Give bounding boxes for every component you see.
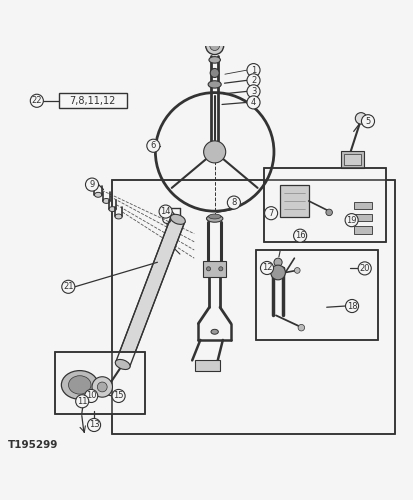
Text: 18: 18 (347, 302, 357, 310)
Bar (342, 151, 364, 168)
Text: 5: 5 (366, 116, 370, 126)
Bar (256, 250, 378, 340)
Text: 20: 20 (359, 264, 370, 273)
Ellipse shape (211, 330, 218, 334)
Ellipse shape (115, 360, 130, 370)
Circle shape (247, 74, 260, 87)
Text: 16: 16 (295, 231, 306, 240)
Circle shape (247, 96, 260, 109)
Circle shape (294, 268, 300, 274)
Text: 3: 3 (251, 87, 256, 96)
Circle shape (219, 267, 223, 271)
Bar (256, 250, 378, 340)
Circle shape (206, 267, 211, 271)
Bar (59, 94, 127, 108)
Circle shape (361, 114, 375, 128)
Circle shape (271, 265, 285, 280)
Text: 12: 12 (262, 264, 272, 272)
Circle shape (294, 229, 307, 242)
Circle shape (62, 280, 75, 293)
Circle shape (346, 300, 358, 312)
Ellipse shape (210, 68, 219, 78)
Text: 10: 10 (86, 392, 97, 400)
Ellipse shape (115, 214, 122, 219)
Text: 21: 21 (63, 282, 74, 292)
Text: 6: 6 (151, 141, 156, 150)
Circle shape (76, 394, 89, 408)
Bar (354, 214, 372, 222)
Circle shape (210, 40, 220, 50)
Circle shape (97, 382, 107, 392)
Text: T195299: T195299 (8, 440, 59, 450)
Bar (112, 180, 394, 434)
Bar (195, 360, 220, 370)
Ellipse shape (208, 80, 221, 88)
Text: 19: 19 (347, 216, 357, 224)
Text: 4: 4 (251, 98, 256, 107)
Bar (203, 261, 226, 276)
Bar (264, 168, 387, 242)
Bar (354, 202, 372, 209)
Text: 9: 9 (89, 180, 95, 189)
Circle shape (88, 418, 101, 432)
Bar (112, 180, 394, 434)
Ellipse shape (103, 198, 110, 203)
Bar (354, 226, 372, 234)
Circle shape (85, 178, 99, 191)
Circle shape (92, 376, 112, 397)
Ellipse shape (209, 214, 221, 219)
Circle shape (355, 112, 367, 124)
Circle shape (85, 390, 98, 402)
Circle shape (147, 139, 160, 152)
Circle shape (247, 64, 260, 76)
Circle shape (358, 262, 371, 275)
Ellipse shape (109, 206, 116, 212)
Circle shape (265, 206, 278, 220)
Circle shape (204, 141, 226, 163)
Ellipse shape (95, 192, 102, 198)
Bar (55, 352, 145, 414)
Circle shape (326, 209, 332, 216)
Text: 13: 13 (89, 420, 100, 430)
Circle shape (274, 258, 282, 266)
Ellipse shape (209, 56, 221, 63)
Text: 7: 7 (268, 208, 274, 218)
Circle shape (112, 390, 125, 402)
Bar (280, 184, 309, 218)
Ellipse shape (171, 214, 185, 224)
Circle shape (30, 94, 43, 108)
Ellipse shape (69, 376, 91, 394)
Circle shape (261, 262, 273, 274)
Circle shape (206, 36, 224, 54)
Circle shape (227, 196, 240, 209)
Bar (55, 352, 145, 414)
Bar (344, 154, 361, 166)
Ellipse shape (62, 370, 98, 399)
Circle shape (159, 205, 172, 218)
Text: 1: 1 (251, 66, 256, 74)
Text: 22: 22 (31, 96, 42, 106)
Text: 7,8,11,12: 7,8,11,12 (70, 96, 116, 106)
Polygon shape (116, 216, 185, 367)
Circle shape (298, 324, 305, 331)
Ellipse shape (206, 215, 223, 222)
Text: 2: 2 (251, 76, 256, 85)
Bar (264, 168, 387, 242)
Text: 14: 14 (160, 207, 171, 216)
Circle shape (345, 214, 358, 226)
Text: 8: 8 (231, 198, 237, 207)
Circle shape (247, 85, 260, 98)
Text: 15: 15 (113, 392, 124, 400)
Text: 11: 11 (77, 397, 88, 406)
